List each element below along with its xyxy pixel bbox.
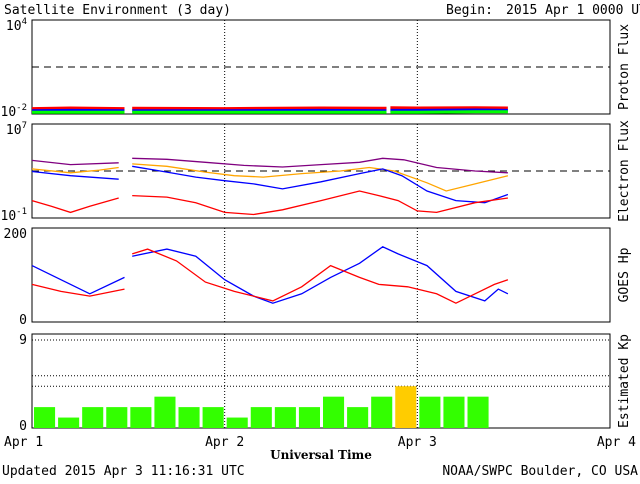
kp-bar-8 (227, 418, 248, 428)
series-proton-flux-red-seg0 (32, 108, 125, 109)
kp-bar-4 (130, 407, 151, 428)
kp-bar-5 (154, 397, 175, 428)
chart-title: Satellite Environment (3 day) (4, 3, 231, 18)
xtick-1: Apr 2 (205, 435, 244, 450)
series-electron-flux-purple-seg0 (32, 160, 119, 164)
series-electron-flux-red-seg1 (132, 191, 508, 215)
kp-bar-1 (58, 418, 79, 428)
x-axis-label: Universal Time (270, 448, 372, 462)
kp-bar-9 (251, 407, 272, 428)
ylabel-electron-flux: Electron Flux (617, 120, 632, 222)
series-goes-hp-red-seg1 (132, 249, 508, 303)
series-proton-flux-red-seg1 (132, 108, 386, 109)
series-electron-flux-red-seg0 (32, 198, 119, 212)
xtick-2: Apr 3 (398, 435, 437, 450)
series-goes-hp-blue-seg0 (32, 266, 125, 294)
kp-bar-12 (323, 397, 344, 428)
kp-bar-11 (299, 407, 320, 428)
ytick-top-proton-flux-exponent: 4 (22, 17, 27, 27)
ytick-top-electron-flux: 107 (6, 121, 27, 138)
ylabel-proton-flux: Proton Flux (617, 24, 632, 110)
kp-bar-18 (468, 397, 489, 428)
ytick-bottom-goes-hp: 0 (19, 313, 27, 328)
credit-text: NOAA/SWPC Boulder, CO USA (442, 464, 638, 479)
kp-bar-6 (179, 407, 200, 428)
begin-value: 2015 Apr 1 0000 UTC (506, 3, 640, 18)
ytick-bottom-electron-flux: 10-1 (1, 207, 28, 224)
kp-bar-16 (419, 397, 440, 428)
kp-bar-10 (275, 407, 296, 428)
kp-bar-13 (347, 407, 368, 428)
kp-bar-2 (82, 407, 103, 428)
ytick-bottom-electron-flux-exponent: -1 (16, 207, 27, 217)
series-goes-hp-red-seg0 (32, 284, 125, 296)
series-goes-hp-blue-seg1 (132, 247, 508, 303)
ytick-top-electron-flux-exponent: 7 (22, 121, 27, 131)
ylabel-estimated-kp: Estimated Kp (617, 334, 632, 428)
ytick-bottom-estimated-kp: 0 (19, 419, 27, 434)
kp-bar-14 (371, 397, 392, 428)
kp-bar-0 (34, 407, 55, 428)
panel-goes-frame (32, 228, 610, 322)
ylabel-goes-hp: GOES Hp (617, 247, 632, 302)
xtick-0: Apr 1 (4, 435, 43, 450)
kp-bar-15 (395, 386, 416, 428)
series-proton-flux-green-seg2 (390, 112, 508, 113)
plot-layer (32, 20, 610, 428)
ytick-bottom-proton-flux: 10-2 (1, 103, 28, 120)
xtick-3: Apr 4 (597, 435, 636, 450)
begin-label: Begin: (446, 3, 493, 18)
updated-text: Updated 2015 Apr 3 11:16:31 UTC (2, 464, 245, 479)
series-electron-flux-orange-seg0 (32, 168, 119, 173)
ytick-top-proton-flux: 104 (6, 17, 27, 34)
series-electron-flux-orange-seg1 (132, 164, 508, 191)
ytick-top-goes-hp: 200 (4, 227, 27, 242)
kp-bar-17 (443, 397, 464, 428)
kp-bar-7 (203, 407, 224, 428)
kp-bar-3 (106, 407, 127, 428)
ytick-bottom-proton-flux-exponent: -2 (16, 103, 27, 113)
ytick-top-estimated-kp: 9 (19, 333, 27, 348)
